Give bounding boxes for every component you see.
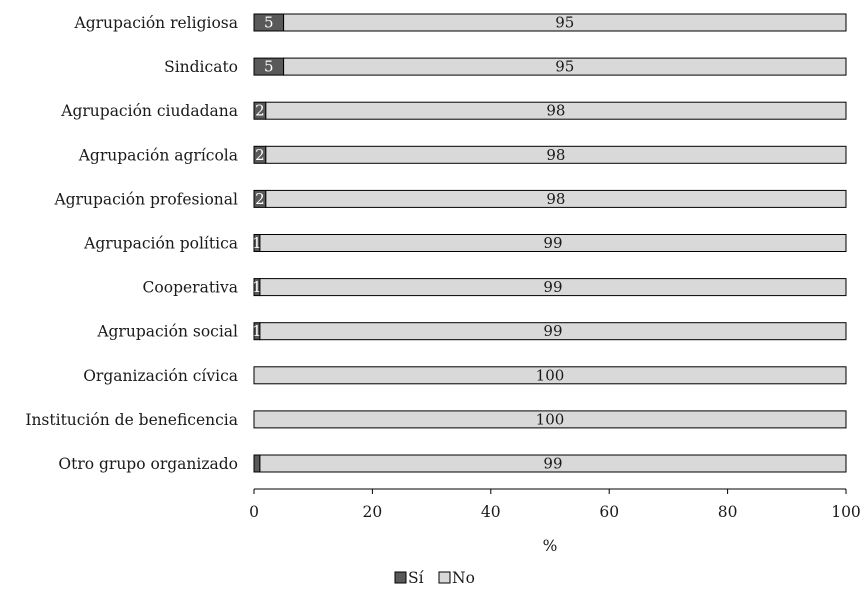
x-axis: 0 20 40 60 80 100 [249,488,861,521]
bar-no-cooperativa [259,278,847,297]
bars-layer: 5 95 5 95 2 98 2 98 2 98 1 99 1 99 1 99 100 100 99 [252,13,847,473]
data-label-no-agrupacion-social: 99 [543,322,562,340]
category-label-agrupacion-social: Agrupación social [96,323,238,341]
bar-no-agrupacion-religiosa [283,13,847,32]
legend-item-si-label: Sí [408,569,425,587]
data-label-si-agrupacion-profesional: 2 [255,190,265,208]
x-tick-label-20: 20 [363,503,383,521]
data-label-si-agrupacion-social: 1 [252,322,262,340]
x-tick-label-60: 60 [599,503,619,521]
data-label-no-cooperativa: 99 [543,278,562,296]
bar-si-otro-grupo-organizado [253,454,261,473]
legend-item-no-swatch [438,571,451,584]
bar-no-agrupacion-agricola [265,145,847,164]
data-label-si-sindicato: 5 [264,58,274,76]
legend-item-si-swatch [394,571,407,584]
category-labels: Agrupación religiosa Sindicato Agrupación … [25,14,238,473]
bar-no-sindicato [283,57,847,76]
category-label-institucion-de-beneficencia: Institución de beneficencia [25,411,238,429]
data-label-si-agrupacion-religiosa: 5 [264,14,274,32]
x-tick-label-0: 0 [249,503,259,521]
data-label-no-organizacion-civica: 100 [536,366,565,384]
x-tick-label-80: 80 [718,503,738,521]
category-label-agrupacion-religiosa: Agrupación religiosa [74,14,238,32]
category-label-organizacion-civica: Organización cívica [83,367,238,385]
x-axis-title: % [543,537,558,555]
data-label-no-agrupacion-religiosa: 95 [555,14,574,32]
bar-no-agrupacion-profesional [265,189,847,208]
category-label-agrupacion-profesional: Agrupación profesional [53,190,238,208]
data-label-si-cooperativa: 1 [252,278,262,296]
bar-no-agrupacion-politica [259,234,847,252]
data-label-si-agrupacion-politica: 1 [252,234,262,252]
category-label-cooperativa: Cooperativa [143,279,238,297]
category-label-sindicato: Sindicato [164,58,238,76]
data-label-si-agrupacion-ciudadana: 2 [255,102,265,120]
data-label-no-sindicato: 95 [555,58,574,76]
bar-no-organizacion-civica [253,366,847,385]
bar-no-institucion-de-beneficencia [253,410,847,429]
x-tick-label-40: 40 [481,503,501,521]
data-label-no-agrupacion-ciudadana: 98 [546,102,565,120]
category-label-agrupacion-politica: Agrupación política [83,235,238,253]
category-label-agrupacion-agricola: Agrupación agrícola [78,146,238,164]
category-label-otro-grupo-organizado: Otro grupo organizado [58,455,238,473]
bar-no-otro-grupo-organizado [259,454,847,473]
category-label-agrupacion-ciudadana: Agrupación ciudadana [60,102,238,120]
legend-item-no-label: No [452,569,475,587]
data-label-no-agrupacion-politica: 99 [543,234,562,252]
data-label-no-otro-grupo-organizado: 99 [543,455,562,473]
x-tick-label-100: 100 [831,503,861,521]
legend: Sí No [394,569,475,587]
data-label-no-agrupacion-profesional: 98 [546,190,565,208]
data-label-no-institucion-de-beneficencia: 100 [536,410,565,428]
data-label-no-agrupacion-agricola: 98 [546,146,565,164]
data-label-si-agrupacion-agricola: 2 [255,146,265,164]
bar-no-agrupacion-ciudadana [265,101,847,120]
bar-no-agrupacion-social [259,322,847,341]
